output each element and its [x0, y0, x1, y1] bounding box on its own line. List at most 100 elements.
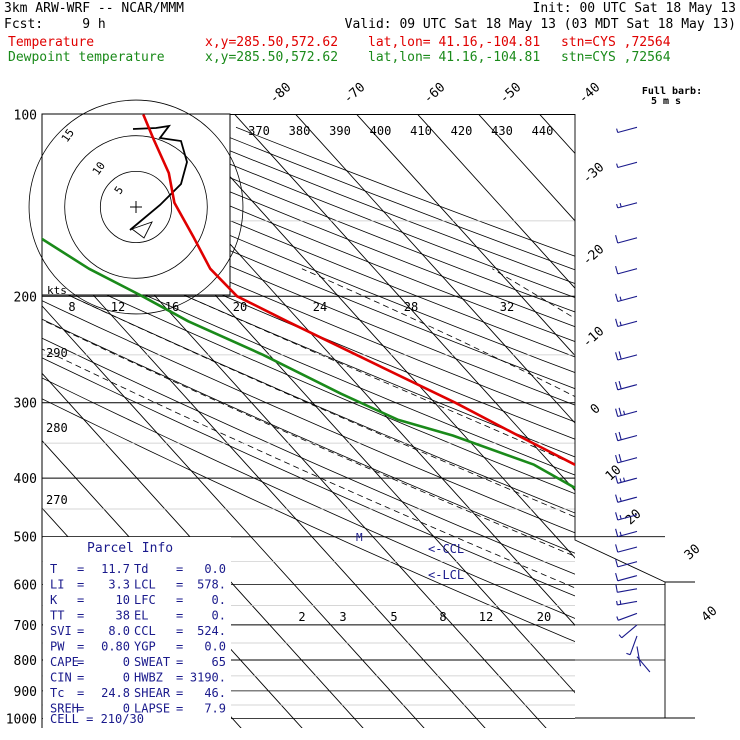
- stat-eq: =: [77, 640, 84, 654]
- sounding-profiles: [42, 114, 575, 490]
- theta-label: 370: [248, 124, 270, 138]
- stat-value-right: 3190.: [190, 671, 226, 685]
- isotherm-label: -40: [576, 80, 603, 107]
- barb-flag: [623, 477, 626, 482]
- barb-flag: [618, 407, 622, 416]
- stat-name-left: SREH: [50, 702, 79, 716]
- barb-staff: [636, 646, 642, 667]
- barb-flag: [615, 381, 619, 390]
- barb-staff: [629, 635, 638, 655]
- ccl-marker: <-CCL: [428, 542, 464, 556]
- temperature-xy-readout: x,y=285.50,572.62: [205, 35, 339, 50]
- pressure-tick-label: 500: [14, 531, 37, 546]
- hodograph-speed-label: 12: [111, 300, 125, 314]
- barb-flag: [619, 478, 622, 483]
- stat-name-right: Td: [134, 562, 148, 576]
- theta-label: 380: [289, 124, 311, 138]
- temperature-station-readout: stn=CYS ,72564: [561, 35, 671, 50]
- isotherm-label: 30: [682, 542, 704, 564]
- mixing-ratio-label: 5: [390, 610, 397, 624]
- wind-barb: [615, 380, 638, 391]
- stat-eq: =: [176, 702, 183, 716]
- barb-staff: [617, 126, 638, 134]
- barb-flag: [615, 265, 619, 275]
- dry-adiabat-350: [42, 199, 575, 423]
- dry-adiabat-330: [42, 231, 575, 458]
- stat-name-right: YGP: [134, 640, 156, 654]
- model-title: 3km ARW-WRF -- NCAR/MMM: [4, 1, 185, 16]
- wind-barb: [615, 235, 638, 244]
- hodograph-units: kts: [47, 284, 67, 297]
- stat-value-right: 0.0: [204, 562, 226, 576]
- hodograph-speed-label: 24: [313, 300, 327, 314]
- stat-value-left: 0: [123, 671, 130, 685]
- stat-value-left: 38: [116, 609, 130, 623]
- hodograph-ring-10: [64, 135, 208, 279]
- stat-name-left: Tc: [50, 686, 64, 700]
- wind-barb: [615, 293, 638, 303]
- barb-flag: [615, 584, 618, 593]
- dry-adiabat-320: [42, 248, 575, 476]
- barb-flag: [615, 454, 619, 464]
- barb-staff: [617, 410, 638, 418]
- isotherm-10: [477, 114, 575, 222]
- barb-staff: [617, 561, 638, 568]
- dry-adiabat-370: [42, 169, 575, 390]
- isotherm--100: [42, 372, 364, 728]
- dry-adiabat-300: [42, 282, 575, 514]
- wind-barb: [615, 544, 638, 553]
- isotherm--80: [42, 237, 486, 728]
- mixing-ratio-label: 2: [298, 610, 305, 624]
- pressure-tick-label: 300: [14, 397, 37, 412]
- stat-value-left: 3.3: [108, 578, 130, 592]
- barb-flag: [616, 203, 619, 209]
- mixing-level-marker: M: [356, 531, 363, 544]
- dewpoint-xy-readout: x,y=285.50,572.62: [205, 50, 339, 65]
- theta-label: 410: [410, 124, 432, 138]
- wind-barb: [615, 265, 638, 275]
- dry-adiabat-270: [42, 337, 575, 575]
- barb-flag: [615, 528, 619, 537]
- barb-flag: [618, 351, 622, 360]
- wind-barb: [615, 454, 638, 464]
- stat-eq: =: [77, 702, 84, 716]
- stat-eq: =: [77, 609, 84, 623]
- barb-staff: [618, 612, 638, 621]
- pressure-tick-label: 900: [14, 685, 37, 700]
- barb-flag: [619, 296, 622, 301]
- wind-barb: [615, 494, 638, 503]
- parcel-info-heading: Parcel Info: [87, 541, 173, 556]
- stat-eq: =: [176, 593, 183, 607]
- parcel-info-background: [43, 537, 231, 727]
- isotherm--40: [172, 114, 575, 559]
- isotherm-30: [589, 101, 740, 731]
- isotherm--30: [233, 114, 575, 492]
- moist-adiabat-4: [301, 268, 575, 398]
- dewpoint-latlon-readout: lat,lon= 41.16,-104.81: [368, 50, 541, 65]
- mixing-ratio-label: 12: [479, 610, 493, 624]
- barb-staff: [617, 546, 638, 553]
- isotherm-label: -30: [580, 160, 607, 187]
- dry-adiabat-340: [42, 215, 575, 440]
- adiabat-lines: [42, 126, 575, 643]
- wind-barb: [615, 431, 638, 442]
- wind-barb: [636, 646, 642, 667]
- stat-value-right: 0.0: [204, 640, 226, 654]
- stat-name-left: T: [50, 562, 57, 576]
- stat-eq: =: [176, 624, 183, 638]
- isotherm--90: [42, 305, 425, 728]
- stat-value-right: 0.: [212, 609, 226, 623]
- wind-barb: [618, 624, 638, 639]
- stat-name-right: SWEAT: [134, 655, 170, 669]
- pressure-tick-label: 700: [14, 619, 37, 634]
- isotherm-label: -60: [421, 80, 448, 107]
- wind-barb: [616, 202, 638, 209]
- stat-eq: =: [77, 671, 84, 685]
- temperature-latlon-readout: lat,lon= 41.16,-104.81: [368, 35, 541, 50]
- theta-label: 430: [491, 124, 513, 138]
- stat-eq: =: [176, 640, 183, 654]
- stat-value-left: 24.8: [101, 686, 130, 700]
- barb-flag: [615, 475, 619, 484]
- isotherm-label: -20: [580, 242, 607, 269]
